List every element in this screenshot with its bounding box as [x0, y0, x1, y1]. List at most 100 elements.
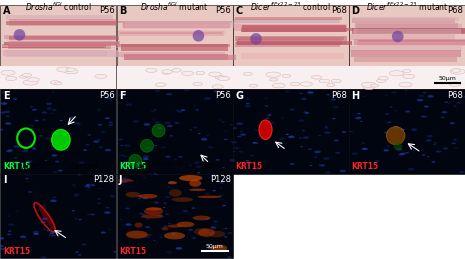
Ellipse shape — [230, 124, 232, 125]
Ellipse shape — [140, 213, 146, 215]
Ellipse shape — [154, 145, 157, 146]
Bar — [117, 44, 230, 47]
Ellipse shape — [106, 207, 109, 208]
Ellipse shape — [32, 109, 37, 111]
Ellipse shape — [424, 106, 429, 107]
Ellipse shape — [250, 155, 253, 156]
Ellipse shape — [394, 110, 398, 111]
Ellipse shape — [421, 116, 425, 117]
Bar — [233, 89, 349, 174]
Text: $\it{Dicer}$$^{\it{flEx22-23}}$ control: $\it{Dicer}$$^{\it{flEx22-23}}$ control — [18, 160, 99, 172]
Bar — [124, 54, 228, 60]
Ellipse shape — [33, 231, 40, 233]
Ellipse shape — [49, 234, 53, 236]
Ellipse shape — [387, 121, 392, 123]
Ellipse shape — [229, 159, 235, 161]
Ellipse shape — [189, 180, 201, 187]
Ellipse shape — [222, 167, 225, 168]
Ellipse shape — [169, 182, 173, 183]
Ellipse shape — [52, 235, 56, 236]
Ellipse shape — [219, 119, 222, 120]
Ellipse shape — [211, 245, 227, 251]
Ellipse shape — [119, 155, 121, 156]
Ellipse shape — [53, 171, 58, 173]
Ellipse shape — [85, 185, 91, 187]
Ellipse shape — [339, 170, 346, 172]
Ellipse shape — [193, 215, 211, 220]
Bar — [353, 29, 461, 34]
Ellipse shape — [377, 79, 386, 82]
Ellipse shape — [23, 80, 38, 85]
Bar — [357, 28, 465, 33]
Ellipse shape — [243, 72, 252, 75]
Ellipse shape — [303, 111, 308, 113]
Ellipse shape — [450, 122, 455, 124]
Ellipse shape — [143, 158, 149, 160]
Ellipse shape — [124, 156, 127, 157]
Ellipse shape — [299, 93, 303, 94]
Ellipse shape — [436, 150, 441, 153]
Ellipse shape — [11, 248, 15, 250]
Bar — [0, 89, 116, 174]
Ellipse shape — [233, 127, 237, 129]
Ellipse shape — [108, 124, 113, 126]
Ellipse shape — [370, 84, 379, 87]
Ellipse shape — [51, 113, 53, 114]
Bar — [354, 39, 465, 45]
Bar — [124, 55, 236, 60]
Ellipse shape — [318, 135, 321, 136]
Ellipse shape — [227, 256, 231, 258]
Ellipse shape — [451, 69, 461, 72]
Ellipse shape — [97, 198, 101, 200]
Ellipse shape — [153, 240, 156, 241]
Ellipse shape — [324, 131, 331, 134]
Ellipse shape — [97, 109, 101, 111]
Bar — [8, 36, 120, 40]
Ellipse shape — [20, 236, 27, 238]
Ellipse shape — [87, 214, 90, 215]
Ellipse shape — [79, 219, 82, 220]
Ellipse shape — [30, 106, 33, 107]
Ellipse shape — [400, 153, 405, 155]
Bar — [122, 24, 232, 26]
Ellipse shape — [172, 69, 181, 72]
Ellipse shape — [168, 223, 171, 224]
Text: P128: P128 — [210, 175, 231, 184]
Ellipse shape — [138, 198, 141, 199]
Ellipse shape — [58, 170, 63, 171]
Ellipse shape — [219, 182, 223, 184]
Ellipse shape — [72, 184, 76, 186]
Bar — [235, 17, 342, 20]
Ellipse shape — [0, 245, 4, 247]
Bar — [234, 24, 347, 31]
Ellipse shape — [72, 210, 75, 211]
Ellipse shape — [155, 90, 160, 92]
Ellipse shape — [411, 128, 417, 131]
Ellipse shape — [13, 29, 25, 41]
Ellipse shape — [211, 227, 216, 229]
Ellipse shape — [282, 74, 291, 77]
Ellipse shape — [165, 196, 170, 198]
Ellipse shape — [394, 126, 399, 128]
Bar — [117, 21, 232, 23]
Bar — [117, 174, 232, 258]
Bar — [233, 66, 349, 89]
Ellipse shape — [442, 111, 447, 113]
Bar — [125, 21, 240, 28]
Ellipse shape — [144, 207, 163, 215]
Ellipse shape — [7, 234, 12, 235]
Ellipse shape — [121, 155, 124, 156]
Ellipse shape — [125, 207, 130, 209]
Bar — [9, 19, 117, 26]
Ellipse shape — [129, 154, 142, 167]
Ellipse shape — [265, 126, 270, 128]
Ellipse shape — [146, 207, 162, 210]
Ellipse shape — [386, 127, 405, 145]
Ellipse shape — [209, 72, 221, 76]
Ellipse shape — [156, 124, 160, 125]
Ellipse shape — [225, 228, 227, 229]
Ellipse shape — [122, 177, 127, 179]
Ellipse shape — [78, 174, 81, 176]
Ellipse shape — [237, 123, 243, 125]
Ellipse shape — [197, 172, 200, 174]
